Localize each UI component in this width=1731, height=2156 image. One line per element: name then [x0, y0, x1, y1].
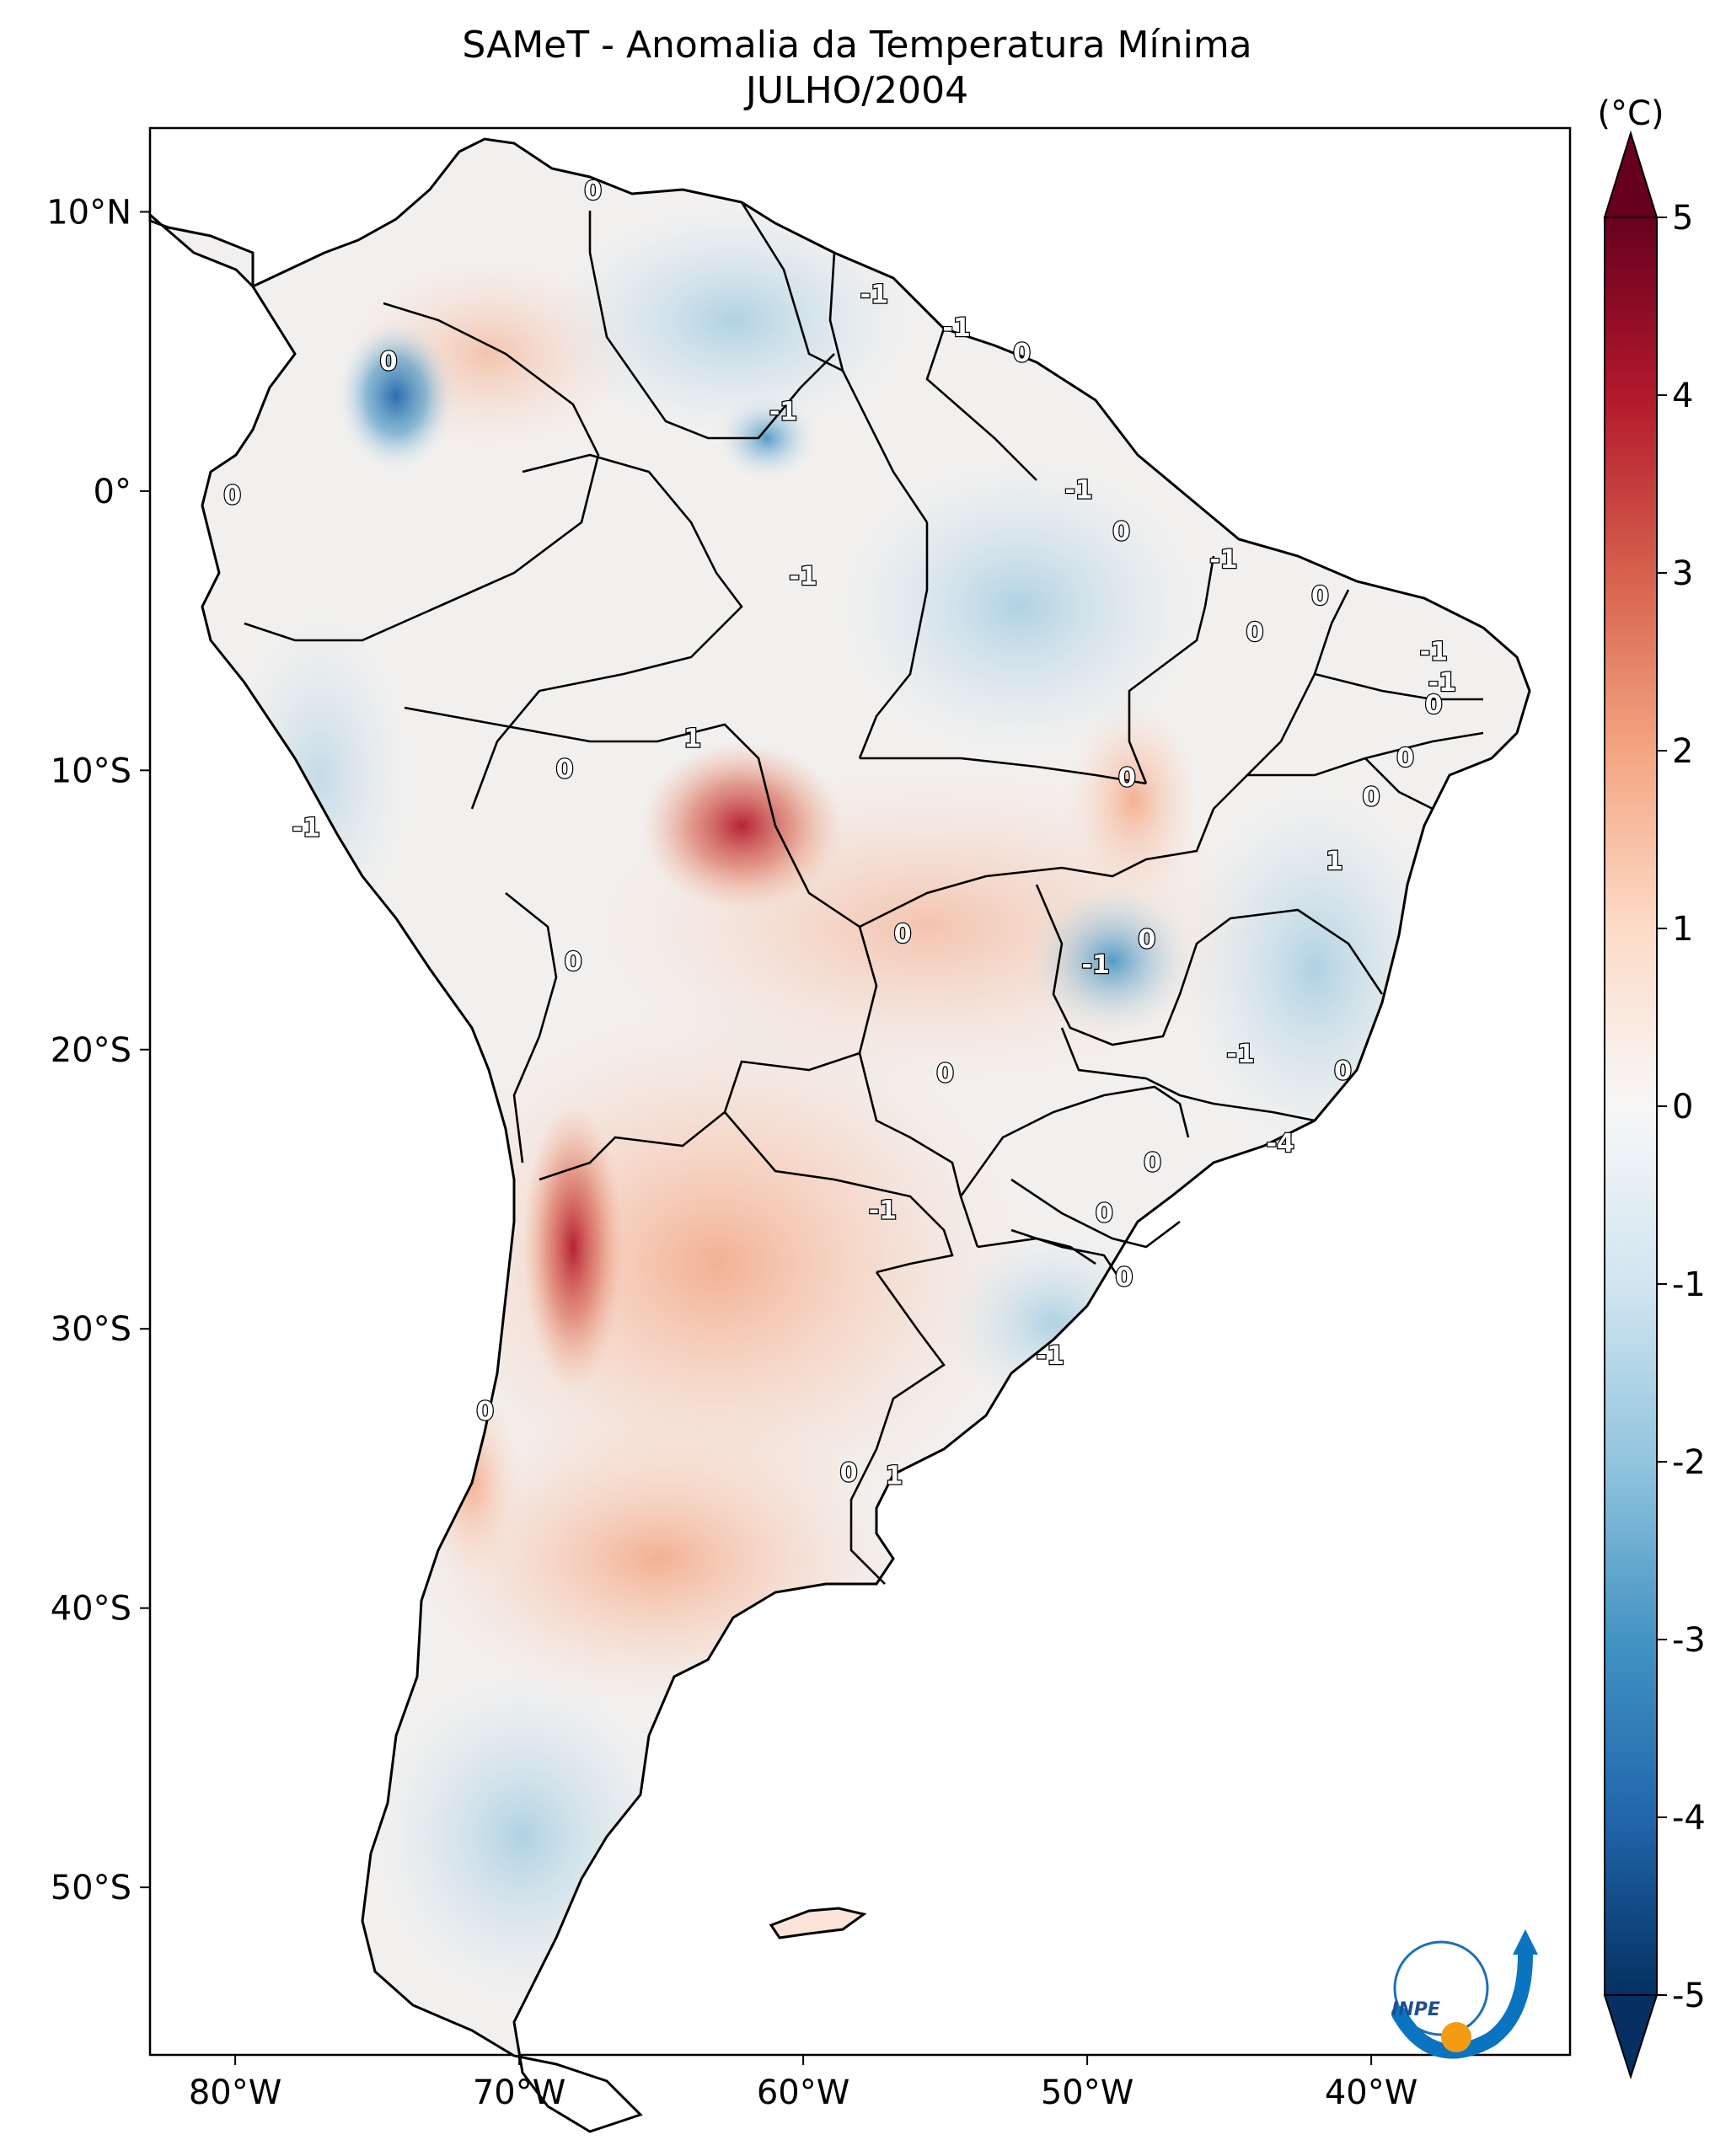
colorbar-tick-label: -3	[1672, 1621, 1706, 1660]
contour-label: 0	[1246, 618, 1263, 647]
colorbar-tick-label: -5	[1672, 1977, 1706, 2015]
lon-tick-label: 80°W	[189, 2073, 281, 2112]
contour-label: -1	[789, 562, 817, 591]
contour-label: -1	[1420, 638, 1448, 667]
contour-label: 0	[584, 177, 602, 206]
longitude-ticks: 80°W 70°W 60°W 50°W 40°W	[189, 2055, 1417, 2112]
lon-tick-label: 50°W	[1041, 2073, 1133, 2112]
contour-label: -1	[769, 398, 797, 427]
colorbar-tick-label: 4	[1672, 377, 1693, 415]
lon-tick-label: 40°W	[1325, 2073, 1417, 2112]
contour-label: -1	[942, 313, 970, 343]
contour-label: -1	[1428, 668, 1456, 698]
colorbar-tick-label: 3	[1672, 554, 1693, 593]
lat-tick-label: 10°N	[46, 193, 131, 232]
lat-tick-label: 10°S	[51, 752, 131, 790]
lon-tick-label: 70°W	[473, 2073, 565, 2112]
colorbar-unit: (°C)	[1597, 94, 1664, 133]
contour-label: -1	[292, 813, 320, 843]
lat-tick-label: 0°	[94, 473, 131, 511]
contour-label: 0	[565, 948, 582, 977]
contour-label: 0	[1112, 517, 1130, 547]
contour-label: 0	[840, 1458, 858, 1488]
contour-label: 0	[1363, 783, 1380, 812]
contour-label: 0	[223, 481, 241, 511]
central-america-coast	[148, 211, 255, 290]
colorbar-tick-label: -2	[1672, 1443, 1706, 1482]
contour-label: -1	[869, 1196, 897, 1226]
colorbar: (°C) 5 4 3 2 1 0 -1 -2 -3 -4 -5	[1597, 94, 1706, 2080]
contour-label: -1	[1064, 475, 1092, 505]
latitude-ticks: 10°N 0° 10°S 20°S 30°S 40°S 50°S	[46, 193, 150, 1907]
contour-label: -1	[860, 280, 888, 309]
contour-label: -1	[1082, 950, 1110, 980]
contour-label: -1	[1209, 545, 1237, 575]
colorbar-tick-label: -4	[1672, 1799, 1706, 1838]
inpe-logo: INPE	[1391, 1929, 1538, 2059]
colorbar-tick-label: 2	[1672, 732, 1693, 771]
coastline	[201, 137, 1531, 2133]
contour-label: 0	[380, 347, 398, 377]
lat-tick-label: 30°S	[51, 1310, 131, 1349]
colorbar-tick-label: 5	[1672, 199, 1693, 238]
contour-label: 0	[1118, 763, 1136, 793]
contour-label: 0	[1115, 1263, 1133, 1292]
contour-label: 0	[476, 1397, 494, 1426]
contour-label: 0	[1425, 691, 1443, 720]
contour-label: 1	[1326, 847, 1343, 876]
inpe-logo-text: INPE	[1391, 1999, 1440, 2020]
contour-label: 0	[1144, 1148, 1161, 1178]
colorbar-tick-label: 0	[1672, 1088, 1693, 1126]
contour-label: 0	[1138, 925, 1155, 955]
contour-label: 0	[894, 919, 912, 949]
colorbar-tick-label: -1	[1672, 1265, 1706, 1304]
colorbar-tick-label: 1	[1672, 910, 1693, 949]
falkland-islands	[769, 1907, 867, 1939]
contour-label: 0	[1334, 1057, 1352, 1086]
contour-label: 0	[556, 755, 574, 784]
lat-tick-label: 20°S	[51, 1031, 131, 1070]
map-subtitle: JULHO/2004	[743, 69, 968, 112]
lat-tick-label: 40°S	[51, 1590, 131, 1629]
lon-tick-label: 60°W	[757, 2073, 849, 2112]
contour-label: -4	[1267, 1129, 1294, 1158]
lat-tick-label: 50°S	[51, 1869, 131, 1907]
contour-label: 0	[1311, 581, 1329, 611]
contour-label: -1	[1226, 1040, 1254, 1069]
contour-label: 1	[886, 1461, 903, 1490]
contour-label: 0	[936, 1059, 954, 1089]
contour-label: 0	[1013, 339, 1031, 368]
country-borders	[244, 201, 1484, 1585]
contour-label: -1	[1037, 1341, 1064, 1371]
contour-label: 0	[1396, 744, 1414, 773]
contour-label: 0	[1096, 1199, 1113, 1228]
map-title: SAMeT - Anomalia da Temperatura Mínima	[462, 24, 1251, 67]
contour-label: 1	[683, 724, 701, 753]
